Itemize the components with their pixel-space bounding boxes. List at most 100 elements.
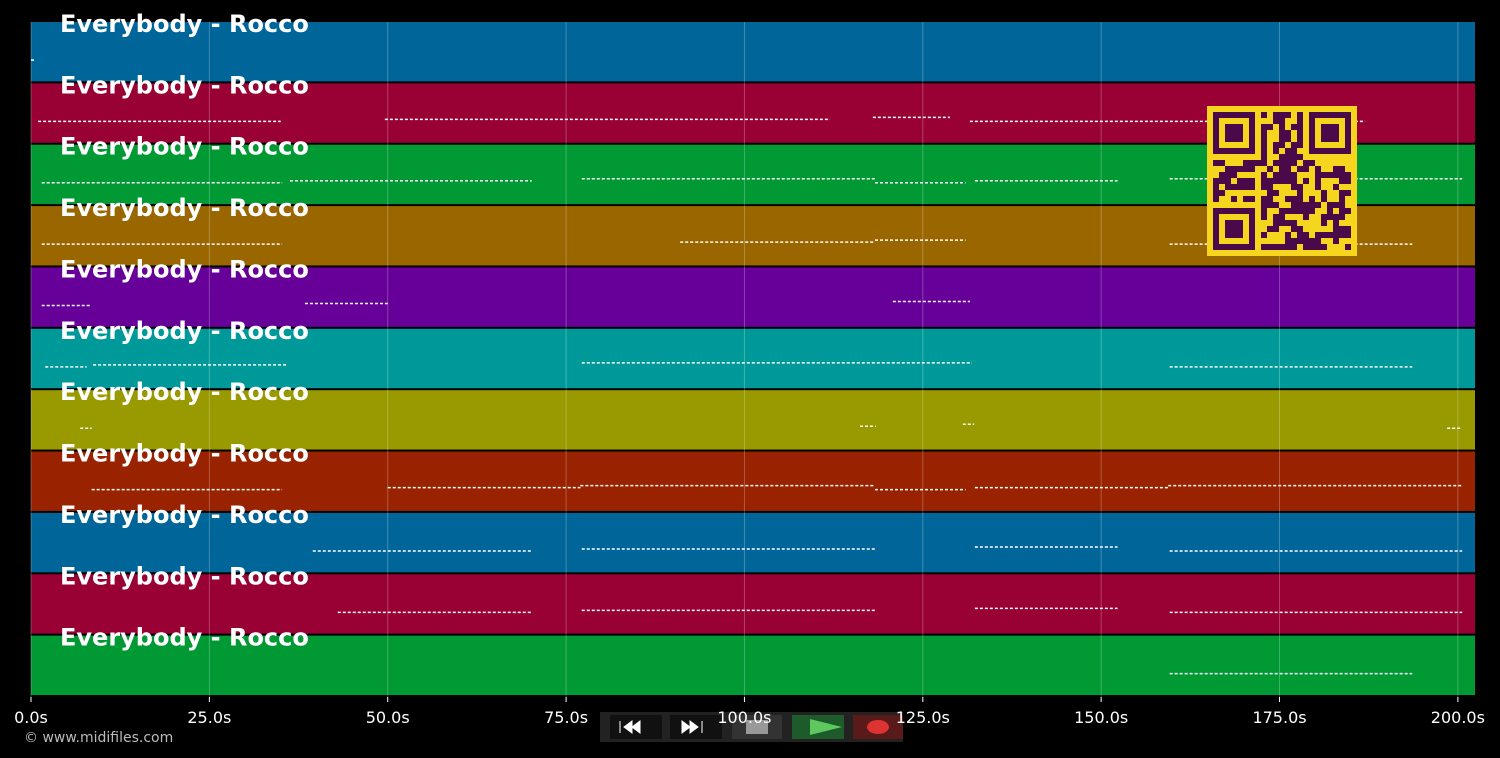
qr-module xyxy=(1261,184,1267,190)
qr-module xyxy=(1267,190,1273,196)
qr-module xyxy=(1315,244,1321,250)
qr-module xyxy=(1285,196,1291,202)
qr-module xyxy=(1297,166,1303,172)
qr-module xyxy=(1291,208,1297,214)
qr-module xyxy=(1291,148,1297,154)
qr-module xyxy=(1261,214,1267,220)
track-band xyxy=(31,22,1475,82)
qr-module xyxy=(1297,154,1303,160)
qr-module xyxy=(1297,202,1303,208)
qr-module xyxy=(1327,208,1333,214)
qr-module xyxy=(1261,142,1267,148)
qr-module xyxy=(1273,202,1279,208)
track-band xyxy=(31,635,1475,695)
qr-module xyxy=(1273,226,1279,232)
qr-module xyxy=(1345,226,1351,232)
qr-module xyxy=(1243,196,1249,202)
rewind-icon xyxy=(619,720,641,734)
track-band xyxy=(31,574,1475,634)
x-tick-label: 175.0s xyxy=(1252,708,1306,727)
qr-module xyxy=(1297,112,1303,118)
qr-module xyxy=(1243,160,1249,166)
qr-module xyxy=(1297,118,1303,124)
qr-module xyxy=(1315,172,1321,178)
track-label: Everybody - Rocco xyxy=(60,133,309,161)
qr-module xyxy=(1339,232,1345,238)
forward-button[interactable] xyxy=(670,715,722,739)
qr-module xyxy=(1303,160,1309,166)
qr-module xyxy=(1345,172,1351,178)
qr-module xyxy=(1261,130,1267,136)
qr-module xyxy=(1273,220,1279,226)
rewind-button[interactable] xyxy=(610,715,662,739)
qr-module xyxy=(1267,166,1273,172)
qr-module xyxy=(1285,244,1291,250)
qr-module xyxy=(1279,166,1285,172)
qr-module xyxy=(1267,124,1273,130)
track-label: Everybody - Rocco xyxy=(60,501,309,529)
track-band xyxy=(31,267,1475,327)
qr-module xyxy=(1297,184,1303,190)
qr-module xyxy=(1309,196,1315,202)
qr-finder xyxy=(1321,124,1339,142)
qr-module xyxy=(1273,172,1279,178)
qr-module xyxy=(1261,148,1267,154)
qr-module xyxy=(1321,196,1327,202)
qr-module xyxy=(1339,202,1345,208)
x-tick-label: 125.0s xyxy=(896,708,950,727)
qr-module xyxy=(1321,232,1327,238)
qr-module xyxy=(1285,172,1291,178)
qr-module xyxy=(1303,208,1309,214)
qr-module xyxy=(1297,196,1303,202)
qr-module xyxy=(1333,232,1339,238)
qr-module xyxy=(1297,238,1303,244)
qr-module xyxy=(1333,214,1339,220)
qr-module xyxy=(1279,124,1285,130)
record-button[interactable] xyxy=(853,715,903,739)
qr-module xyxy=(1315,238,1321,244)
track-label: Everybody - Rocco xyxy=(60,194,309,222)
track-band xyxy=(31,390,1475,450)
track-label: Everybody - Rocco xyxy=(60,378,309,406)
qr-module xyxy=(1339,190,1345,196)
qr-module xyxy=(1297,130,1303,136)
qr-module xyxy=(1261,112,1267,118)
qr-module xyxy=(1213,190,1219,196)
qr-finder xyxy=(1225,124,1243,142)
qr-module xyxy=(1267,196,1273,202)
qr-module xyxy=(1333,238,1339,244)
qr-module xyxy=(1327,172,1333,178)
qr-module xyxy=(1261,124,1267,130)
qr-module xyxy=(1327,202,1333,208)
qr-module xyxy=(1237,184,1243,190)
qr-module xyxy=(1315,178,1321,184)
qr-module xyxy=(1255,160,1261,166)
qr-module xyxy=(1219,190,1225,196)
qr-module xyxy=(1285,148,1291,154)
qr-code xyxy=(1207,106,1357,256)
qr-module xyxy=(1213,160,1219,166)
qr-module xyxy=(1333,220,1339,226)
qr-module xyxy=(1291,184,1297,190)
qr-module xyxy=(1285,130,1291,136)
qr-module xyxy=(1225,166,1231,172)
qr-module xyxy=(1237,166,1243,172)
qr-module xyxy=(1321,172,1327,178)
stop-button[interactable] xyxy=(732,715,782,739)
qr-module xyxy=(1219,160,1225,166)
qr-module xyxy=(1285,160,1291,166)
qr-module xyxy=(1225,172,1231,178)
copyright: © www.midifiles.com xyxy=(24,730,173,746)
qr-module xyxy=(1243,178,1249,184)
play-button[interactable] xyxy=(792,715,844,739)
qr-module xyxy=(1291,238,1297,244)
track-band xyxy=(31,328,1475,389)
qr-module xyxy=(1297,136,1303,142)
qr-module xyxy=(1279,208,1285,214)
qr-module xyxy=(1303,178,1309,184)
qr-module xyxy=(1291,196,1297,202)
qr-module xyxy=(1309,244,1315,250)
qr-module xyxy=(1279,142,1285,148)
